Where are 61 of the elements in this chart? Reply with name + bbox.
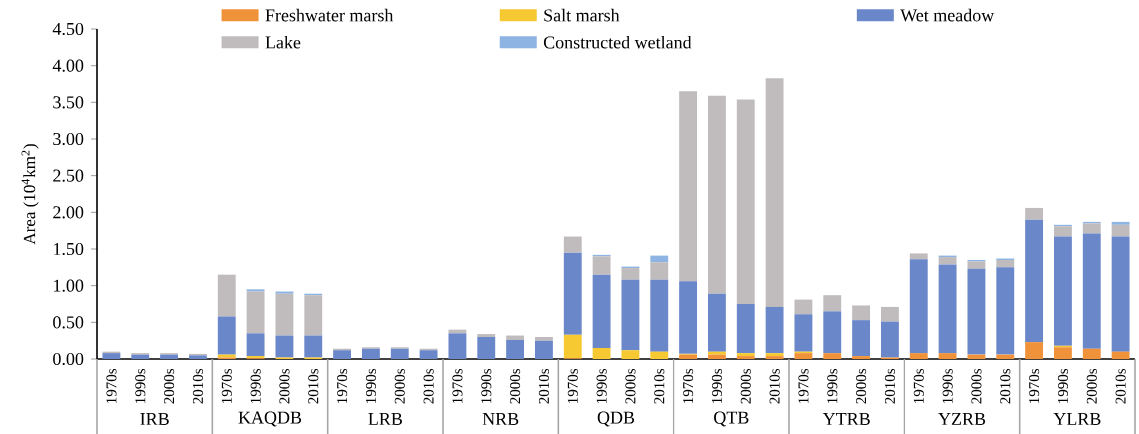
x-tick-label: 2000s xyxy=(1086,368,1097,404)
x-tick-label: 2000s xyxy=(971,368,982,404)
text: QTB xyxy=(714,411,749,427)
y-tick-label: 1.00 xyxy=(54,279,84,292)
x-tick-label: 1990s xyxy=(711,368,722,403)
y-tick-label: 4.00 xyxy=(52,59,84,72)
y-tick-label: 4.50 xyxy=(52,22,84,36)
x-tick-label: 2000s xyxy=(164,368,175,404)
x-tick-label: 2000s xyxy=(740,368,751,404)
x-tick-label: 2010s xyxy=(884,368,895,404)
x-tick-label: 2010s xyxy=(1115,368,1126,404)
x-tick-label: 2010s xyxy=(538,368,549,404)
x-tick-label: 2000s xyxy=(394,368,405,404)
text: QDB xyxy=(597,411,635,427)
x-tick-label: 1970s xyxy=(683,368,694,403)
y-tick-label: 0.00 xyxy=(53,352,84,366)
x-tick-label: 1990s xyxy=(481,368,492,403)
x-tick-label: 2010s xyxy=(769,368,780,404)
x-tick-label: 1970s xyxy=(913,368,924,403)
text: YLRB xyxy=(1053,413,1101,425)
legend-label: Lake xyxy=(265,35,301,49)
x-tick-label: 1970s xyxy=(452,368,463,403)
x-tick-label: 1990s xyxy=(596,368,607,403)
x-tick-label: 2000s xyxy=(856,368,867,404)
y-tick-label: 3.00 xyxy=(53,132,84,146)
x-tick-label: 1970s xyxy=(567,368,578,403)
x-tick-label: 2010s xyxy=(192,368,203,404)
x-tick-label: 1990s xyxy=(135,368,146,403)
text: YZRB xyxy=(938,413,986,425)
text: KAQDB xyxy=(238,411,302,427)
y-axis-title: Area (10$^{4}$km$^{2}$) xyxy=(21,144,39,245)
legend-label: Freshwater marsh xyxy=(265,8,394,22)
x-tick-label: 1970s xyxy=(798,368,809,403)
x-tick-label: 2010s xyxy=(308,368,319,404)
x-tick-label: 1970s xyxy=(106,368,117,403)
x-tick-label: 2000s xyxy=(279,368,290,404)
legend-label: Wet meadow xyxy=(900,8,995,22)
x-tick-label: 2000s xyxy=(625,368,636,404)
y-tick-label: 2.50 xyxy=(53,169,84,182)
x-tick-label: 2000s xyxy=(510,368,521,404)
x-tick-label: 1990s xyxy=(827,368,838,403)
legend-label: Constructed wetland xyxy=(543,35,692,49)
text: YTRB xyxy=(822,413,870,425)
y-tick-label: 2.00 xyxy=(53,206,84,219)
x-tick-label: 2010s xyxy=(1000,368,1011,404)
x-tick-label: 1990s xyxy=(250,368,261,403)
x-tick-label: 1990s xyxy=(365,368,376,403)
text: LRB xyxy=(368,413,402,425)
x-tick-label: 2010s xyxy=(423,368,434,404)
x-tick-label: 1970s xyxy=(221,368,232,403)
y-tick-label: 0.50 xyxy=(53,316,84,329)
text: IRB xyxy=(140,413,169,425)
y-tick-label: 1.50 xyxy=(54,242,84,256)
x-tick-label: 2010s xyxy=(654,368,665,404)
legend-label: Salt marsh xyxy=(544,8,620,22)
text: NRB xyxy=(482,413,519,425)
x-tick-label: 1990s xyxy=(1057,368,1068,403)
x-tick-label: 1970s xyxy=(1029,368,1040,403)
x-tick-label: 1970s xyxy=(337,368,348,403)
y-tick-label: 3.50 xyxy=(53,96,84,109)
x-tick-label: 1990s xyxy=(942,368,953,403)
